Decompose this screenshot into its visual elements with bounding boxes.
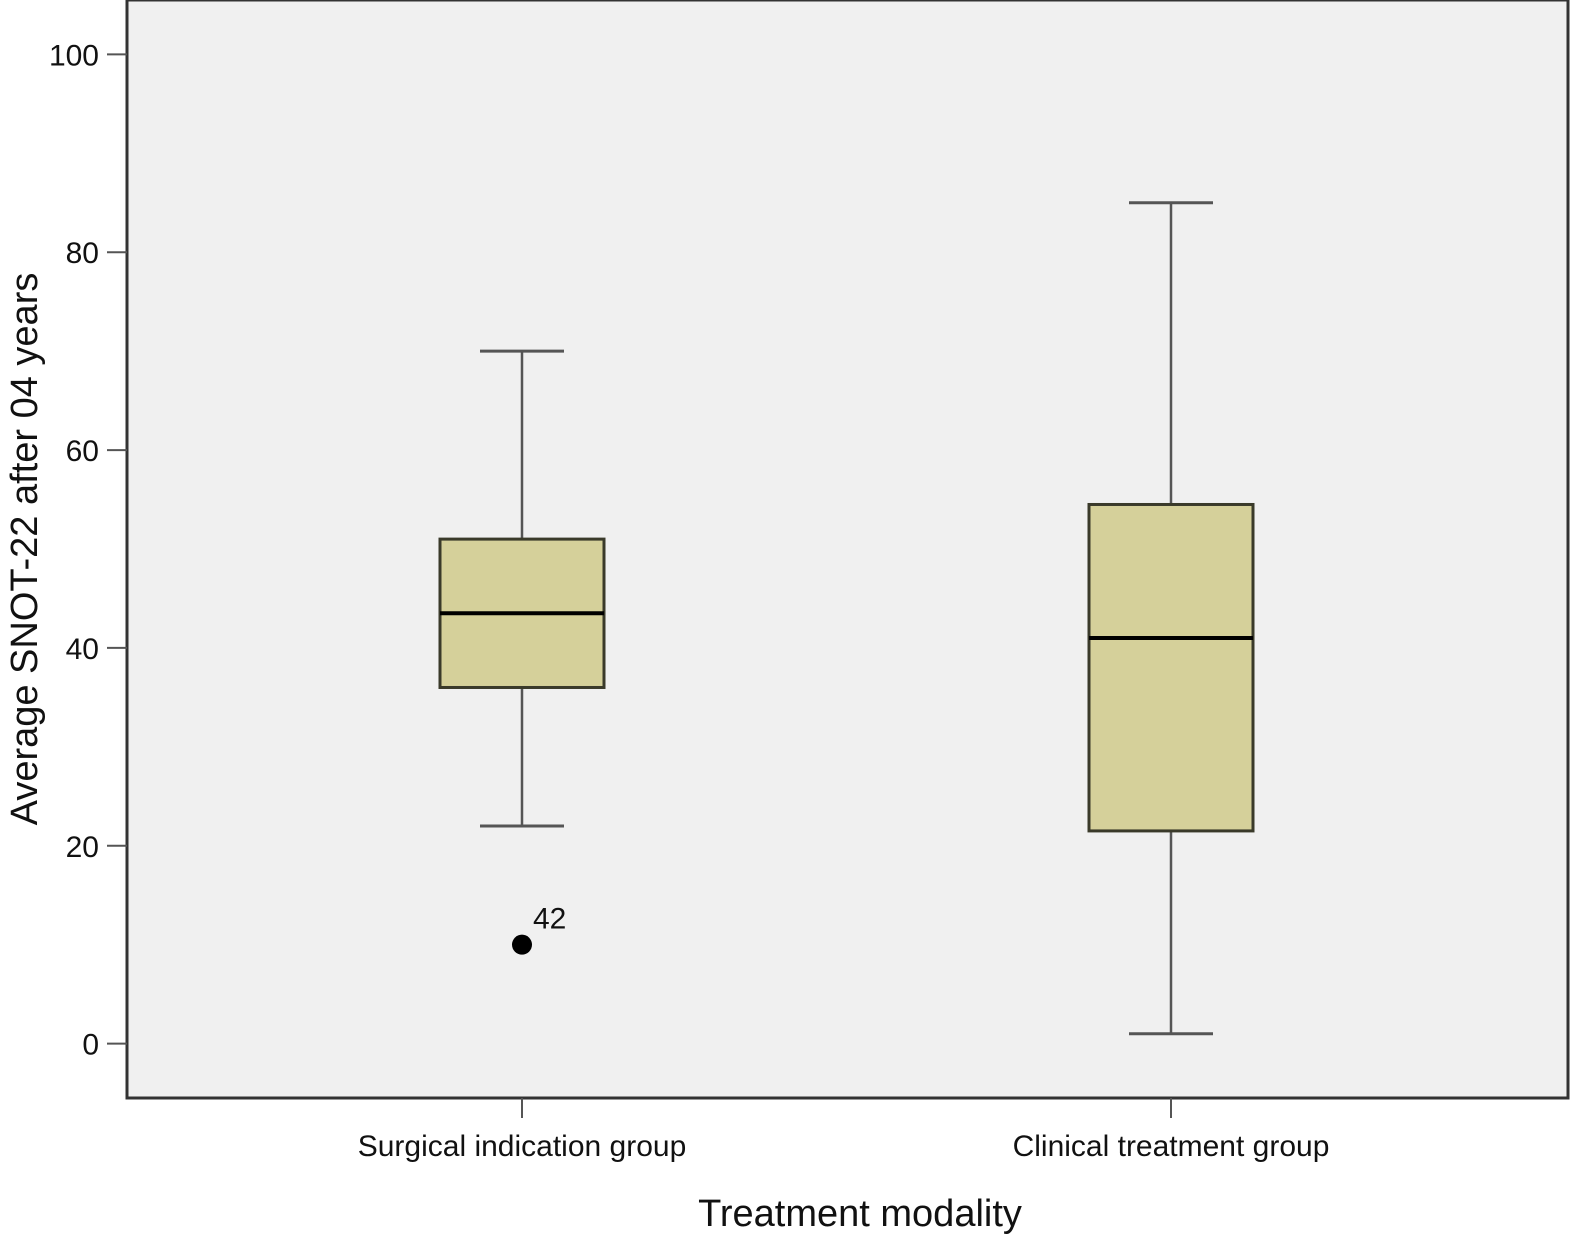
box-group: 42 — [438, 349, 606, 955]
x-axis: Surgical indication group Clinical treatm… — [358, 1098, 1330, 1163]
y-tick-label: 60 — [66, 435, 99, 468]
y-tick-label: 40 — [66, 633, 99, 666]
x-tick-label: Surgical indication group — [358, 1130, 687, 1163]
box-group — [1087, 201, 1255, 1036]
y-axis: 0 20 40 60 80 100 — [49, 39, 127, 1062]
outlier-point — [512, 934, 532, 955]
y-tick-label: 0 — [82, 1029, 99, 1062]
x-tick-label: Clinical treatment group — [1013, 1130, 1330, 1163]
outlier-label: 42 — [533, 903, 566, 936]
box-series: 42 — [438, 201, 1255, 1036]
plot-area — [125, 0, 1570, 1100]
y-tick-label: 80 — [66, 237, 99, 270]
y-tick-label: 20 — [66, 831, 99, 864]
iqr-box — [1087, 502, 1255, 833]
y-tick-label: 100 — [49, 39, 99, 72]
y-axis-title: Average SNOT-22 after 04 years — [4, 273, 46, 826]
x-axis-title: Treatment modality — [698, 1193, 1022, 1235]
